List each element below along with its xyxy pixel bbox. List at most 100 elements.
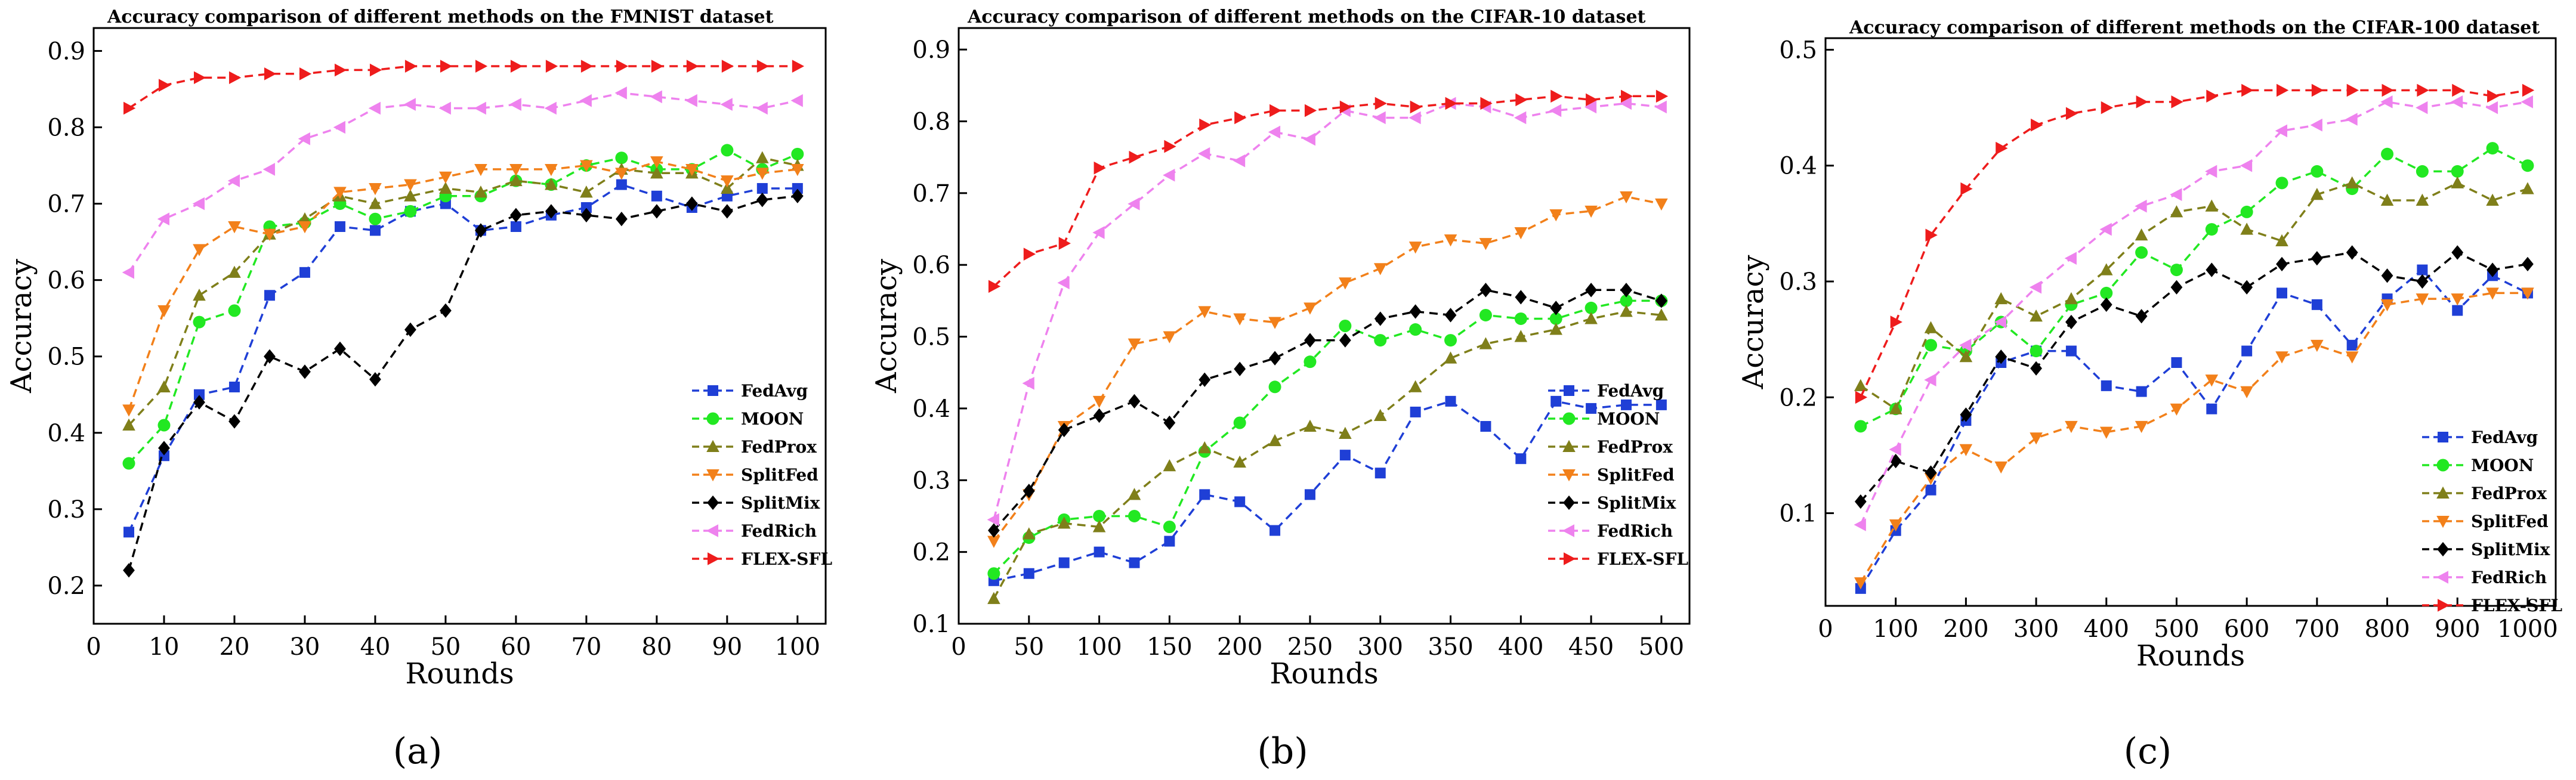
y-tick-label: 0.3 — [1779, 268, 1817, 296]
legend-marker — [1563, 495, 1575, 510]
data-point — [2241, 83, 2254, 97]
series-line — [1860, 147, 2528, 428]
legend-item: SplitMix — [2422, 540, 2550, 559]
data-point — [1233, 313, 1246, 326]
data-point — [404, 179, 417, 191]
plot-frame — [1824, 37, 2557, 607]
data-point — [2416, 165, 2429, 178]
data-point — [2241, 345, 2253, 357]
data-point — [2275, 177, 2288, 190]
data-point — [369, 225, 381, 236]
legend-label: SplitFed — [2471, 512, 2549, 531]
data-point — [1584, 205, 1598, 218]
data-point — [333, 187, 347, 199]
data-point — [1619, 97, 1632, 110]
data-point — [2030, 309, 2043, 322]
y-tick-label: 0.9 — [912, 36, 950, 64]
data-point — [334, 341, 346, 357]
data-point — [1409, 323, 1422, 336]
data-point — [2521, 287, 2534, 300]
data-point — [1654, 100, 1667, 114]
data-point — [1655, 89, 1669, 103]
data-point — [1339, 100, 1352, 114]
data-point — [1515, 453, 1527, 465]
data-point — [2380, 299, 2394, 312]
data-point — [2276, 256, 2288, 272]
data-point — [1339, 426, 1352, 439]
series-line — [1860, 251, 2528, 503]
series-moon — [1854, 142, 2534, 433]
data-point — [615, 212, 628, 227]
data-point — [228, 221, 241, 234]
data-point — [2206, 403, 2217, 414]
data-point — [1550, 301, 1562, 315]
y-tick-label: 0.1 — [1779, 500, 1817, 528]
data-point — [1854, 577, 1867, 590]
data-point — [2065, 107, 2078, 120]
data-point — [1092, 226, 1105, 239]
data-point — [2345, 113, 2358, 126]
data-point — [1854, 518, 1866, 531]
x-tick-label: 300 — [1358, 633, 1403, 661]
series-splitmix — [123, 188, 804, 578]
data-point — [987, 513, 999, 527]
data-point — [474, 101, 486, 115]
data-point — [1128, 338, 1141, 351]
data-point — [228, 265, 241, 278]
data-point — [264, 290, 275, 301]
data-point — [1959, 444, 1973, 456]
x-tick-label: 100 — [775, 633, 820, 661]
data-point — [1304, 302, 1317, 315]
data-point — [580, 208, 592, 222]
data-point — [1959, 350, 1973, 363]
data-point — [1057, 276, 1070, 290]
data-point — [1233, 154, 1246, 168]
x-tick-label: 700 — [2294, 615, 2340, 643]
data-point — [721, 175, 734, 188]
data-point — [2240, 205, 2253, 218]
data-point — [1889, 519, 1902, 532]
data-point — [1444, 308, 1457, 323]
data-point — [756, 151, 769, 163]
data-point — [614, 86, 627, 100]
data-point — [1373, 408, 1387, 421]
data-point — [2030, 345, 2043, 358]
legend-marker — [2436, 516, 2450, 528]
data-point — [685, 94, 697, 107]
data-point — [1058, 557, 1070, 568]
data-point — [369, 212, 382, 225]
data-point — [2381, 268, 2393, 283]
data-point — [1409, 304, 1422, 319]
data-point — [510, 221, 521, 232]
data-point — [1022, 527, 1036, 540]
x-tick-label: 350 — [1428, 633, 1473, 661]
data-point — [2241, 280, 2253, 295]
data-point — [438, 101, 451, 115]
data-point — [1550, 89, 1563, 103]
legend-item: FedAvg — [1548, 381, 1664, 401]
data-point — [1620, 283, 1632, 298]
data-point — [2451, 245, 2464, 260]
x-tick-label: 150 — [1147, 633, 1192, 661]
legend-item: FedAvg — [692, 381, 808, 401]
y-axis-label: Accuracy — [5, 259, 38, 394]
data-point — [193, 71, 206, 85]
data-point — [2065, 420, 2078, 434]
data-point — [791, 147, 804, 160]
data-point — [616, 60, 629, 73]
y-tick-label: 0.6 — [47, 267, 85, 295]
data-point — [1339, 450, 1351, 461]
data-point — [158, 79, 171, 92]
x-tick-label: 400 — [1498, 633, 1543, 661]
data-point — [123, 563, 135, 578]
legend-marker — [2436, 486, 2450, 499]
series-line — [993, 400, 1661, 582]
data-point — [2485, 101, 2498, 114]
data-point — [2205, 199, 2219, 212]
data-point — [2522, 83, 2535, 97]
x-tick-label: 80 — [641, 633, 672, 661]
data-point — [545, 178, 558, 190]
data-point — [1994, 292, 2008, 305]
x-tick-label: 250 — [1287, 633, 1333, 661]
